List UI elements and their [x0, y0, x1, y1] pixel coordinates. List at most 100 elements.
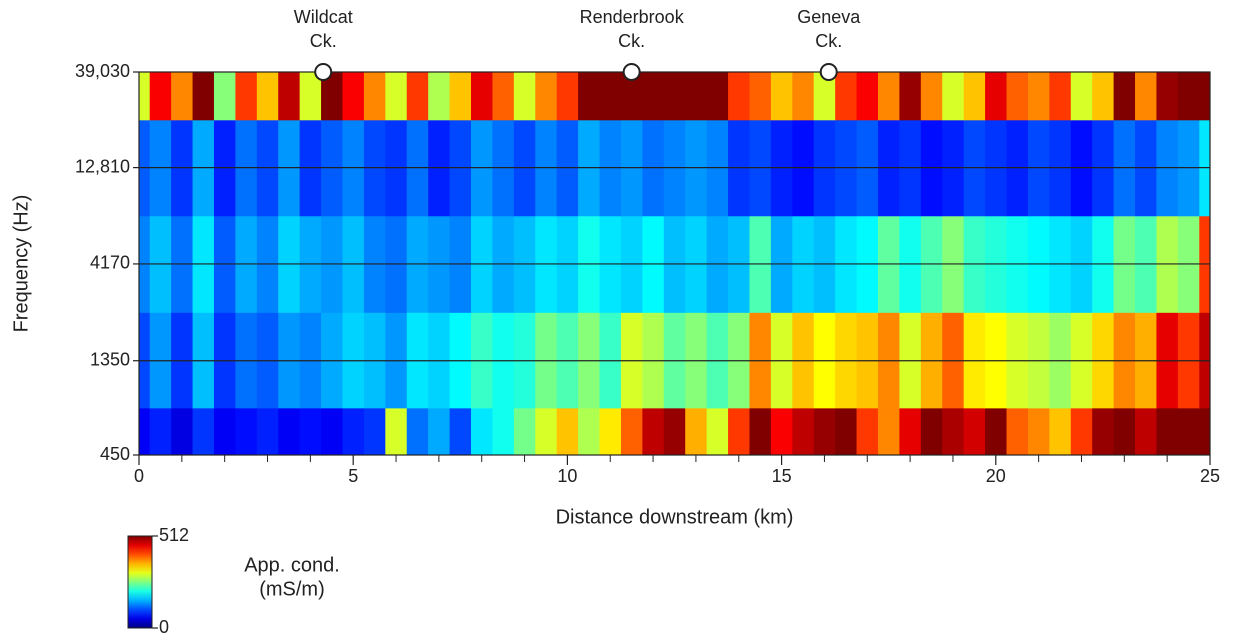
x-axis-label: Distance downstream (km) [556, 506, 794, 528]
heatmap-cell [342, 407, 365, 456]
heatmap-cell [342, 72, 365, 121]
heatmap-cell [1156, 72, 1179, 121]
heatmap-cell [1177, 407, 1200, 456]
heatmap-cell [471, 407, 493, 456]
heatmap-cell [449, 407, 472, 456]
x-tick-label: 15 [772, 466, 792, 486]
marker-label: Geneva [797, 7, 861, 27]
heatmap-cell [792, 407, 815, 456]
heatmap-cell [139, 72, 151, 121]
colorbar [127, 535, 153, 629]
heatmap-cell [877, 407, 900, 456]
heatmap-cell [770, 407, 793, 456]
heatmap-cell [963, 407, 986, 456]
heatmap-cell [1027, 72, 1050, 121]
marker [622, 63, 641, 81]
heatmap-cell [299, 407, 322, 456]
y-tick-label: 39,030 [75, 61, 130, 81]
heatmap-cell [299, 72, 322, 121]
heatmap-cell [578, 407, 601, 456]
marker-label: Wildcat [294, 7, 353, 27]
marker-label: Renderbrook [580, 7, 685, 27]
y-tick-label: 450 [100, 444, 130, 464]
heatmap-cell [385, 407, 408, 456]
heatmap-cell [813, 72, 836, 121]
heatmap-cell [406, 407, 429, 456]
heatmap-cell [385, 72, 408, 121]
heatmap-cell [620, 407, 643, 456]
heatmap-cell [1113, 407, 1136, 456]
heatmap-cell [235, 72, 258, 121]
x-tick-label: 10 [557, 466, 577, 486]
heatmap-cell [535, 72, 558, 121]
overlay: 450 1350 4170 12,810 39,030 0 5 10 15 20 25 Distanc… [10, 7, 1220, 637]
heatmap-cell [856, 407, 879, 456]
heatmap-cell [920, 72, 943, 121]
heatmap-cell [685, 72, 708, 121]
heatmap-cell [856, 72, 879, 121]
heatmap-cell [792, 72, 815, 121]
heatmap-cell [556, 407, 579, 456]
heatmap-cell [256, 72, 279, 121]
heatmap-cell [642, 72, 665, 121]
heatmap-cell [663, 407, 686, 456]
heatmap-cell [1156, 407, 1179, 456]
heatmap-cell [449, 72, 472, 121]
heatmap-cell [1049, 72, 1072, 121]
heatmap-cell [942, 407, 965, 456]
heatmap-cell [556, 72, 579, 121]
heatmap-cell [599, 72, 622, 121]
heatmap-cell [1177, 72, 1200, 121]
heatmap-cell [363, 407, 386, 456]
heatmap-cell [513, 407, 536, 456]
heatmap-cell [513, 72, 536, 121]
y-tick-label: 4170 [90, 253, 130, 273]
heatmap-cell [620, 72, 643, 121]
heatmap-cell [149, 72, 172, 121]
heatmap-cell [749, 407, 772, 456]
x-tick-label: 0 [134, 466, 144, 486]
colorbar-label: (mS/m) [259, 578, 325, 600]
heatmap-cell [171, 407, 194, 456]
heatmap-cell [363, 72, 386, 121]
heatmap-cell [963, 72, 986, 121]
colorbar-label: App. cond. [244, 554, 340, 576]
heatmap-cell [749, 72, 772, 121]
y-tick-label: 12,810 [75, 156, 130, 176]
heatmap-cell [920, 407, 943, 456]
heatmap-cell [1199, 72, 1211, 121]
heatmap-cell [256, 407, 279, 456]
heatmap-cell [192, 407, 215, 456]
heatmap-cell [1092, 72, 1115, 121]
heatmap-cell [278, 72, 301, 121]
heatmap-cell [1135, 407, 1157, 456]
heatmap-cell [471, 72, 493, 121]
x-tick-label: 20 [986, 466, 1006, 486]
marker-label: Ck. [815, 31, 842, 51]
heatmap-cell [835, 407, 858, 456]
heatmap-cell [428, 72, 451, 121]
heatmap-cell [642, 407, 665, 456]
heatmap-cell [1135, 72, 1157, 121]
heatmap-cell [985, 72, 1008, 121]
heatmap-cell [492, 407, 515, 456]
heatmap-cell [535, 407, 558, 456]
marker-label: Ck. [618, 31, 645, 51]
heatmap-cell [406, 72, 429, 121]
heatmap-cell [492, 72, 515, 121]
heatmap-cell [728, 407, 750, 456]
heatmap-cell [835, 72, 858, 121]
heatmap-cell [1006, 407, 1029, 456]
heatmap-cell [192, 72, 215, 121]
heatmap-cell [599, 407, 622, 456]
heatmap-cell [899, 407, 922, 456]
heatmap-cell [1070, 407, 1093, 456]
heatmap-cell [428, 407, 451, 456]
marker [314, 63, 333, 81]
heatmap-cell [706, 72, 729, 121]
heatmap-cell [899, 72, 922, 121]
heatmap-cell [578, 72, 601, 121]
x-tick-label: 25 [1200, 466, 1220, 486]
heatmap-cell [278, 407, 301, 456]
